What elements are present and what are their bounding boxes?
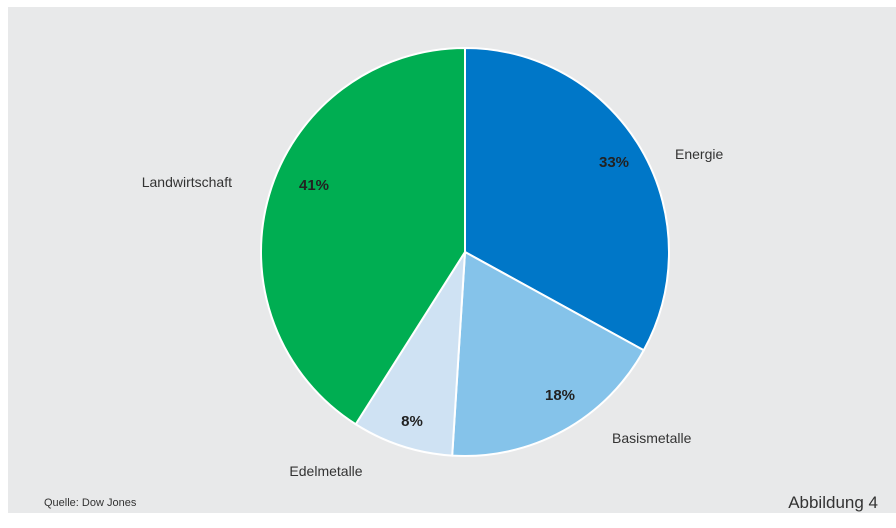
slice-category-label: Energie — [675, 146, 723, 162]
slice-value-label: 18% — [545, 387, 575, 404]
pie-slice-basismetalle — [451, 250, 646, 457]
source-note: Quelle: Dow Jones — [44, 497, 137, 509]
slice-category-label: Landwirtschaft — [142, 174, 232, 190]
slice-value-label: 33% — [599, 154, 629, 171]
slice-category-label: Basismetalle — [612, 430, 692, 446]
pie-slice-landwirtschaft — [260, 46, 466, 426]
slice-value-label: 41% — [299, 177, 329, 194]
figure-label: Abbildung 4 — [788, 493, 878, 512]
pie-slice-edelmetalle — [354, 251, 466, 457]
slice-category-label: Edelmetalle — [289, 463, 362, 479]
pie-slice-energie — [464, 46, 670, 352]
pie-chart: 33% Energie 18% Basismetalle 8% Edelmetalle 41… — [142, 46, 723, 479]
slice-value-label: 8% — [401, 413, 423, 430]
